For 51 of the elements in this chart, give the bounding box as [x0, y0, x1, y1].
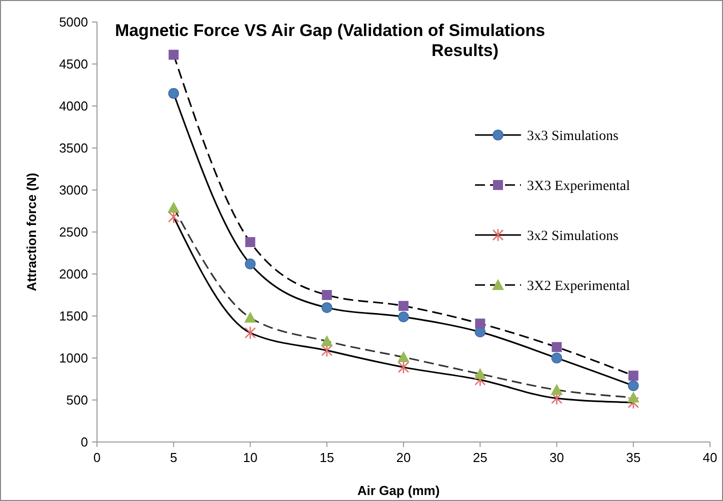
point [322, 290, 332, 300]
legend-label: 3X2 Experimental [527, 279, 630, 294]
point [552, 342, 562, 352]
point [321, 302, 332, 313]
y-tick-label: 1000 [59, 350, 88, 366]
legend-label: 3x3 Simulations [527, 129, 618, 144]
y-tick-label: 3000 [59, 182, 88, 198]
y-tick-label: 0 [80, 434, 88, 450]
point [475, 318, 486, 329]
point [244, 258, 256, 270]
x-tick-label: 0 [93, 450, 101, 465]
x-tick-label: 35 [626, 450, 641, 465]
y-tick-label: 500 [66, 392, 88, 408]
point [628, 370, 638, 381]
point [398, 351, 410, 362]
legend-label: 3x2 Simulations [527, 229, 618, 244]
point [627, 391, 640, 402]
point [474, 373, 486, 386]
y-tick-label: 1500 [59, 308, 88, 324]
point [628, 396, 640, 410]
y-tick-label: 3500 [59, 140, 88, 156]
y-tick-label: 2500 [59, 224, 88, 240]
x-tick-label: 15 [320, 450, 334, 465]
point [245, 237, 256, 248]
x-axis-title: Air Gap (mm) [357, 483, 440, 498]
point [320, 335, 333, 346]
point [398, 300, 408, 311]
point [244, 312, 256, 323]
x-tick-label: 5 [170, 450, 178, 465]
y-axis-title: Attraction force (N) [24, 172, 39, 292]
point [244, 326, 256, 340]
point [398, 360, 410, 374]
y-tick-label: 2000 [59, 266, 88, 282]
x-tick-label: 40 [702, 450, 718, 465]
x-tick-label: 30 [550, 450, 564, 465]
text: Magnetic Force VS Air Gap (Validation of Simulations Results) [114, 21, 546, 60]
point [550, 384, 563, 395]
point [474, 368, 486, 379]
x-tick-label: 25 [472, 450, 488, 465]
y-tick-label: 4500 [59, 56, 88, 72]
point [168, 88, 180, 99]
y-tick-label: 5000 [59, 14, 88, 30]
y-tick-label: 4000 [59, 98, 88, 114]
point [551, 352, 562, 364]
legend-label: 3X3 Experimental [527, 179, 630, 194]
x-tick-label: 20 [396, 450, 411, 465]
point [398, 311, 409, 322]
point [168, 50, 179, 60]
point [628, 380, 639, 392]
x-tick-label: 10 [243, 450, 258, 465]
point [168, 202, 180, 213]
